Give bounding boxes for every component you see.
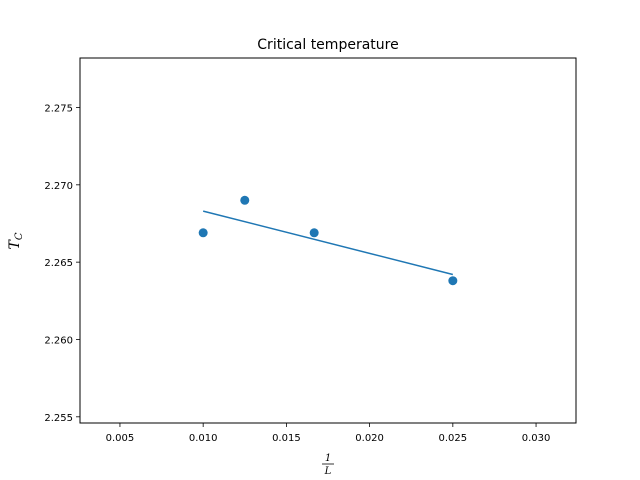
x-axis-label-denominator: L [324,466,332,477]
data-point [309,228,319,238]
y-tick-label: 2.255 [44,413,73,424]
series-layer [198,195,458,286]
y-axis-label-symbol: T [7,239,23,250]
y-tick-label: 2.265 [44,258,73,269]
y-axis-label-subscript: C [14,232,25,240]
svg-text:TC: TC [7,232,25,249]
y-axis: 2.255 2.260 2.265 2.270 2.275 [44,103,80,424]
y-tick-label: 2.270 [44,181,73,192]
x-tick-label: 0.020 [355,433,384,444]
data-point [448,276,458,286]
x-tick-label: 0.010 [189,433,218,444]
chart-title: Critical temperature [257,37,398,53]
data-point [240,195,250,205]
plot-area: 0.005 0.010 0.015 0.020 0.025 0.030 2.255 2.26… [44,57,577,444]
y-tick-label: 2.275 [44,103,73,114]
x-tick-label: 0.015 [272,433,301,444]
x-axis-label: 1 L [322,453,334,477]
x-tick-label: 0.025 [439,433,468,444]
plot-frame [79,57,577,424]
fit-line [202,210,454,276]
x-axis: 0.005 0.010 0.015 0.020 0.025 0.030 [106,423,551,444]
x-tick-label: 0.005 [106,433,135,444]
x-tick-label: 0.030 [522,433,551,444]
data-point [198,228,208,238]
y-axis-label: TC [7,232,25,249]
x-axis-label-numerator: 1 [325,453,331,464]
y-tick-label: 2.260 [44,335,73,346]
